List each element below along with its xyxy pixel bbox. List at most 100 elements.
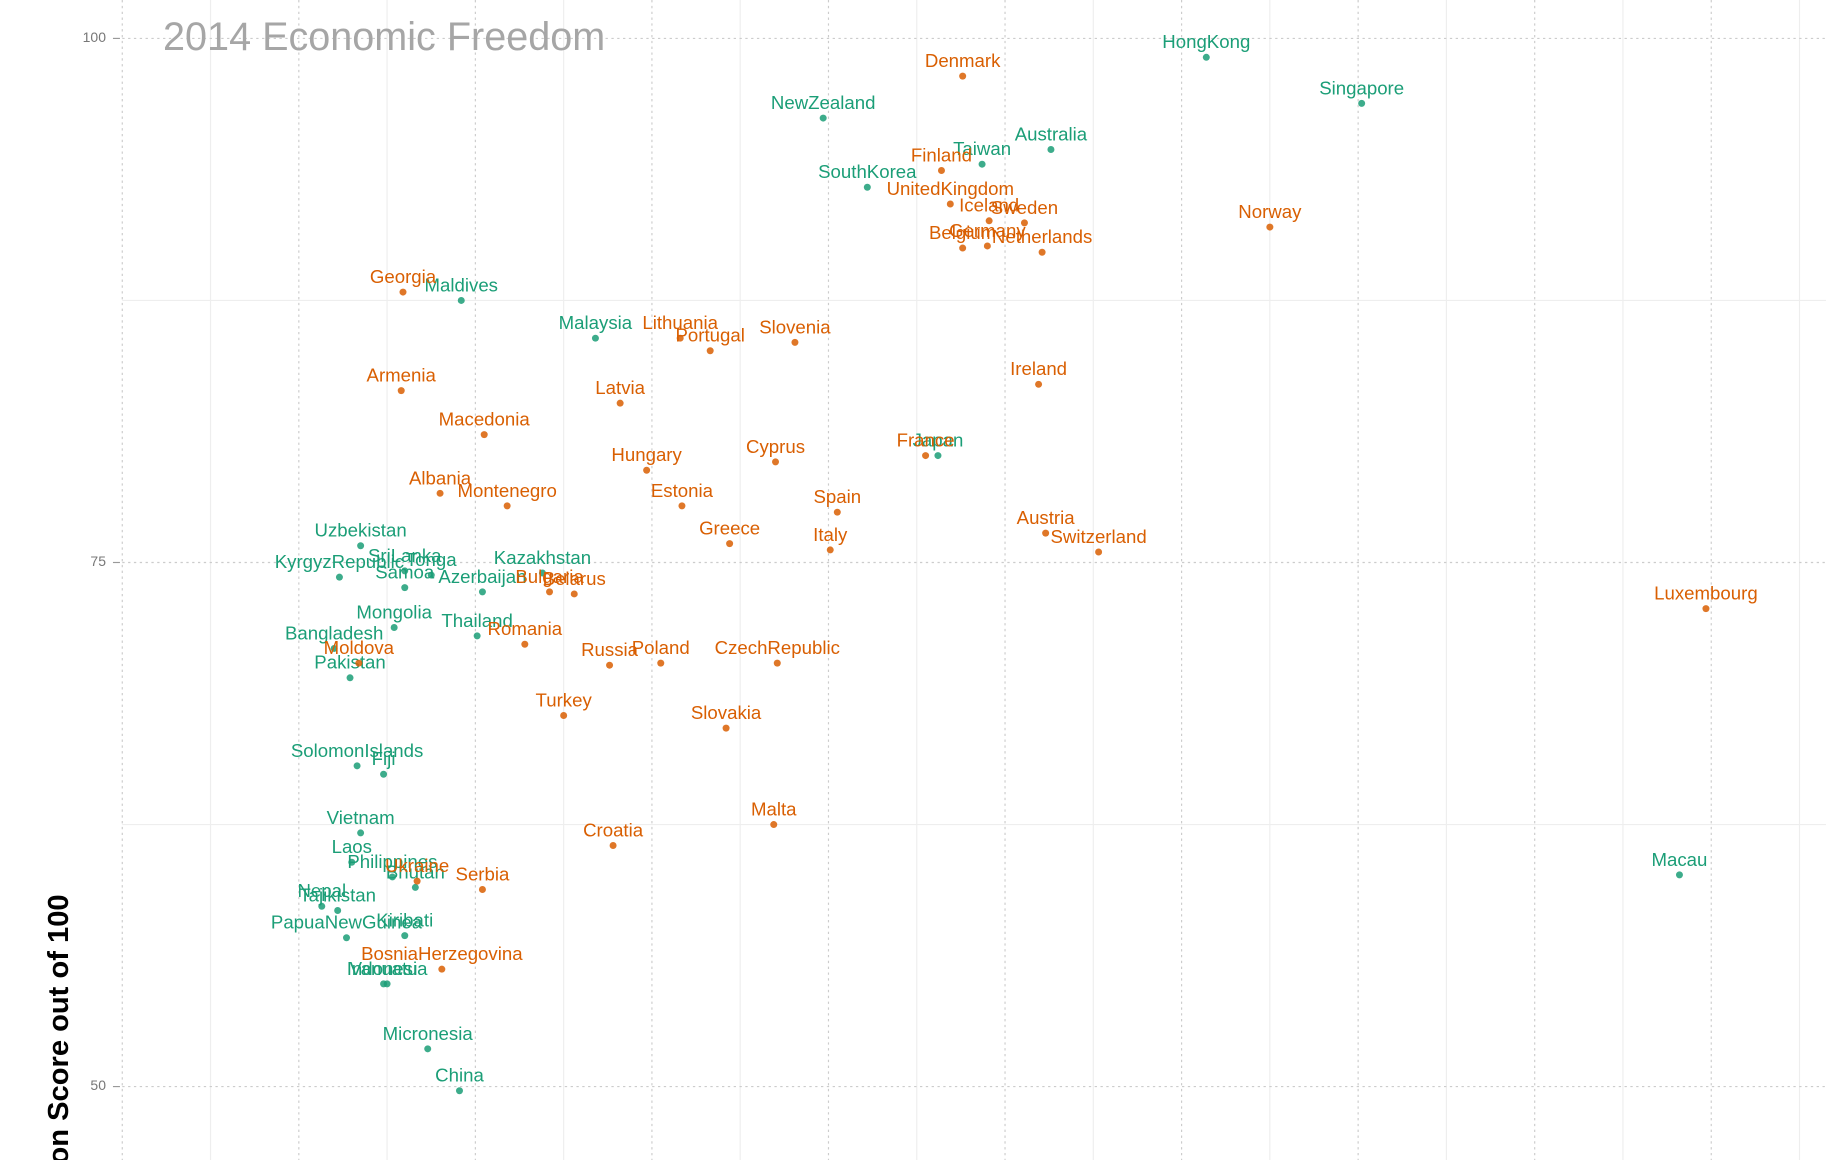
point [1266, 223, 1274, 231]
point-label: Spain [813, 486, 861, 507]
point [609, 842, 617, 849]
point [726, 540, 734, 548]
point [616, 399, 624, 407]
point-label: Uzbekistan [315, 520, 407, 541]
point [455, 1087, 463, 1095]
point [863, 183, 871, 191]
point-label: Ireland [1010, 358, 1067, 379]
point [826, 546, 834, 554]
point [773, 659, 781, 667]
point-label: Mongolia [356, 601, 432, 622]
point [1358, 99, 1366, 107]
point [1202, 53, 1210, 61]
point [401, 584, 409, 592]
point [473, 632, 481, 640]
point-label: Turkey [536, 689, 593, 710]
point-label: Pakistan [314, 652, 385, 673]
point [413, 877, 421, 885]
point [770, 821, 778, 829]
point [591, 334, 599, 342]
point-label: Bhutan [386, 861, 445, 882]
point [334, 906, 342, 914]
point-label: Taiwan [953, 138, 1011, 159]
point-label: Hungary [611, 444, 682, 465]
point-label: KyrgyzRepublic [275, 551, 404, 572]
point [411, 883, 419, 891]
point [570, 590, 578, 598]
point [424, 1045, 432, 1053]
point-label: Japan [913, 430, 964, 451]
point-label: Denmark [925, 50, 1001, 71]
point-label: China [435, 1065, 484, 1086]
point [678, 502, 686, 510]
point-label: Australia [1015, 123, 1088, 144]
point [478, 886, 486, 894]
point [380, 980, 388, 988]
point-label: BosniaHerzegovina [361, 943, 523, 964]
point-label: Kiribati [376, 910, 433, 931]
point [1035, 380, 1043, 388]
point [643, 466, 651, 474]
point-label: Laos [332, 836, 372, 857]
point [335, 573, 343, 581]
point [397, 387, 405, 395]
point [978, 160, 986, 168]
point [922, 452, 930, 460]
point-label: Maldives [425, 274, 499, 295]
point [1038, 248, 1046, 256]
point [401, 567, 409, 575]
point [521, 640, 529, 648]
point-label: Tajikistan [299, 884, 376, 905]
point [1020, 219, 1028, 227]
point-label: Macau [1652, 849, 1708, 870]
point [819, 114, 827, 122]
point-label: Montenegro [457, 480, 556, 501]
point [1675, 871, 1683, 879]
point-label: Belarus [543, 568, 606, 589]
point-label: Micronesia [383, 1023, 474, 1044]
point-label: Slovakia [691, 702, 762, 723]
point-label: Singapore [1319, 77, 1404, 98]
point [676, 334, 684, 342]
point [388, 873, 396, 881]
point [1047, 146, 1055, 154]
point-label: Iceland [959, 195, 1019, 216]
point-label: Fiji [372, 748, 396, 769]
point-label: SolomonIslands [291, 740, 424, 761]
point-label: SriLanka [368, 545, 442, 566]
point-label: Russia [581, 639, 639, 660]
point-label: Macedonia [439, 409, 531, 430]
point-label: Armenia [367, 365, 437, 386]
point [457, 296, 465, 304]
point [1702, 605, 1710, 613]
point [346, 674, 354, 682]
point [959, 72, 967, 80]
point [560, 712, 568, 720]
point-label: Azerbaijan [438, 566, 526, 587]
point-label: Austria [1017, 507, 1076, 528]
point [985, 217, 993, 225]
point-label: SouthKorea [818, 161, 917, 182]
series: Denmark Finland UnitedKingdomIcelandSweden… [324, 50, 1758, 973]
point-label: Luxembourg [1654, 583, 1758, 604]
point-label: PapuaNewGuinea [271, 912, 423, 933]
point [355, 659, 363, 667]
point [503, 502, 511, 510]
point-label: Thailand [441, 610, 512, 631]
point-label: Kazakhstan [494, 547, 591, 568]
point-label: Belgium [929, 222, 996, 243]
point [399, 288, 407, 296]
point [478, 588, 486, 596]
point-label: Serbia [456, 863, 510, 884]
point-label: Italy [813, 524, 848, 545]
point-label: Lithuania [642, 312, 718, 333]
point-label: Philippines [347, 851, 437, 872]
point-label: Albania [409, 467, 472, 488]
point [1095, 548, 1103, 556]
point [833, 508, 841, 516]
point [937, 166, 945, 174]
point [357, 542, 365, 550]
point [427, 571, 435, 579]
point-label: Georgia [370, 266, 437, 287]
point-label: Malaysia [559, 312, 633, 333]
